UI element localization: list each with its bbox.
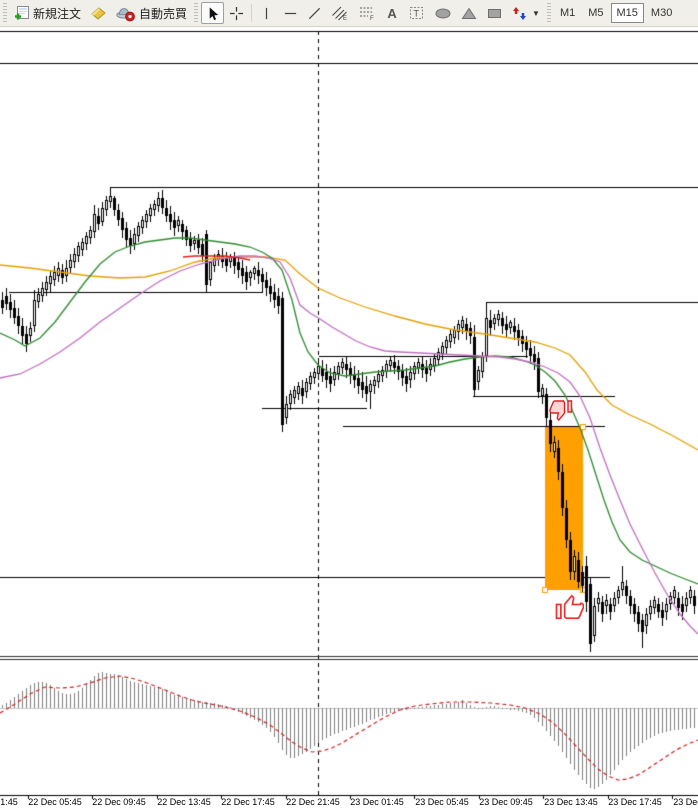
arrows-tool-button[interactable]: ▼ bbox=[508, 2, 544, 24]
time-axis-label: 22 Dec 21:45 bbox=[286, 797, 340, 807]
time-axis-label: 22 Dec 05:45 bbox=[28, 797, 82, 807]
time-axis-label: 22 Dec 01:45 bbox=[0, 797, 18, 807]
crosshair-icon bbox=[229, 6, 244, 20]
time-axis-label: 23 Dec 05:45 bbox=[415, 797, 469, 807]
horizontal-line-icon bbox=[284, 12, 297, 14]
text-tool-button[interactable]: A bbox=[381, 2, 403, 24]
trendline-icon bbox=[308, 7, 321, 19]
autotrading-icon bbox=[116, 7, 135, 21]
arrows-dropdown-caret[interactable]: ▼ bbox=[532, 8, 540, 18]
text-label-icon: T bbox=[410, 7, 424, 19]
thumbs-down-icon[interactable] bbox=[549, 398, 573, 427]
time-axis-label: 23 Dec 21:45 bbox=[673, 797, 698, 807]
text-icon: A bbox=[387, 5, 397, 21]
rectangle-tool-button[interactable] bbox=[482, 2, 507, 24]
timeframe-m15-button[interactable]: M15 bbox=[610, 3, 644, 23]
crosshair-tool-button[interactable] bbox=[225, 2, 248, 24]
new-order-icon bbox=[15, 6, 29, 20]
vertical-line-tool-button[interactable] bbox=[255, 2, 278, 24]
toolbar-grip[interactable] bbox=[546, 3, 551, 23]
metaeditor-icon bbox=[91, 7, 106, 20]
time-axis-label: 22 Dec 17:45 bbox=[221, 797, 275, 807]
time-axis-label: 23 Dec 09:45 bbox=[479, 797, 533, 807]
ellipse-icon bbox=[435, 8, 451, 18]
svg-text:E: E bbox=[343, 16, 347, 21]
time-axis-label: 22 Dec 13:45 bbox=[157, 797, 211, 807]
text-label-tool-button[interactable]: T bbox=[404, 2, 429, 24]
equidistant-channel-tool-button[interactable]: E bbox=[327, 2, 353, 24]
metaeditor-button[interactable] bbox=[86, 2, 111, 24]
rectangle-icon bbox=[488, 8, 502, 18]
cursor-tool-button[interactable] bbox=[201, 2, 225, 24]
timeframe-m5-button[interactable]: M5 bbox=[588, 7, 604, 19]
cursor-icon bbox=[209, 6, 219, 20]
triangle-tool-button[interactable] bbox=[457, 2, 481, 24]
time-axis-label: 23 Dec 17:45 bbox=[608, 797, 662, 807]
arrows-icon bbox=[513, 6, 527, 20]
svg-text:F: F bbox=[370, 16, 374, 21]
time-axis-label: 23 Dec 01:45 bbox=[350, 797, 404, 807]
time-axis-label: 22 Dec 09:45 bbox=[92, 797, 146, 807]
equidistant-channel-icon: E bbox=[332, 6, 347, 21]
ellipse-tool-button[interactable] bbox=[430, 2, 456, 24]
time-axis-label: 23 Dec 13:45 bbox=[544, 797, 598, 807]
fibonacci-icon: F bbox=[360, 7, 374, 21]
new-order-label: 新規注文 bbox=[33, 6, 82, 21]
new-order-button[interactable]: 新規注文 bbox=[10, 2, 85, 24]
thumbs-up-icon[interactable] bbox=[554, 592, 585, 627]
toolbar-separator bbox=[251, 4, 253, 22]
fibonacci-tool-button[interactable]: F bbox=[354, 2, 380, 24]
timeframe-m30-button[interactable]: M30 bbox=[650, 7, 673, 19]
timeframe-m1-button[interactable]: M1 bbox=[559, 7, 576, 19]
toolbar-grip[interactable] bbox=[194, 3, 199, 23]
time-axis: 22 Dec 01:45 22 Dec 05:45 22 Dec 09:45 22 D… bbox=[0, 796, 698, 809]
autotrading-button[interactable]: 自動売買 bbox=[112, 2, 191, 24]
svg-text:T: T bbox=[414, 9, 420, 19]
toolbar-grip[interactable] bbox=[3, 3, 7, 23]
vertical-line-icon bbox=[265, 7, 268, 19]
toolbar: 新規注文 自動売買 bbox=[0, 0, 698, 27]
horizontal-line-tool-button[interactable] bbox=[279, 2, 302, 24]
chart-canvas[interactable] bbox=[0, 28, 698, 809]
trendline-tool-button[interactable] bbox=[303, 2, 326, 24]
autotrading-label: 自動売買 bbox=[139, 6, 188, 21]
triangle-icon bbox=[461, 7, 477, 19]
